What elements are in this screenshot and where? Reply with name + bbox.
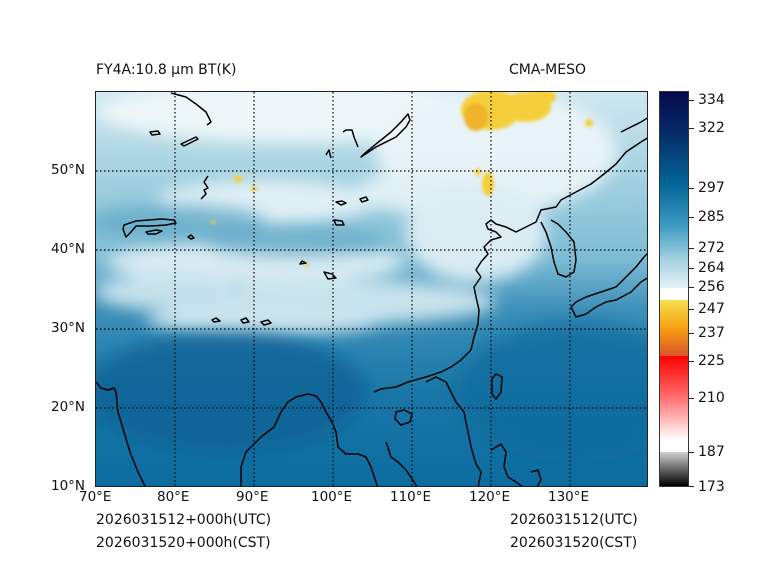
colorbar-tick xyxy=(689,217,694,218)
colorbar-tick xyxy=(689,128,694,129)
colorbar-tick xyxy=(689,398,694,399)
lon-label-120e: 120°E xyxy=(469,489,511,505)
lon-label-80e: 80°E xyxy=(157,489,190,505)
lon-label-70e: 70°E xyxy=(79,489,112,505)
brightness-temperature-map xyxy=(95,91,648,487)
lat-label-40n: 40°N xyxy=(51,241,86,257)
colorbar-label-237: 237 xyxy=(698,325,725,341)
colorbar-tick xyxy=(689,361,694,362)
product-title: FY4A:10.8 µm BT(K) xyxy=(96,62,237,78)
colorbar-tick xyxy=(689,333,694,334)
colorbar-tick xyxy=(689,486,694,487)
lon-label-90e: 90°E xyxy=(236,489,269,505)
colorbar-label-173: 173 xyxy=(698,479,725,495)
colorbar-tick xyxy=(689,268,694,269)
lat-label-10n: 10°N xyxy=(51,478,86,494)
lon-label-130e: 130°E xyxy=(548,489,590,505)
colorbar-label-247: 247 xyxy=(698,301,725,317)
colorbar-tick xyxy=(689,248,694,249)
model-title: CMA-MESO xyxy=(509,62,587,78)
lon-label-110e: 110°E xyxy=(390,489,432,505)
init-time-cst: 2026031520(CST) xyxy=(510,535,638,551)
colorbar-label-210: 210 xyxy=(698,390,725,406)
lon-label-100e: 100°E xyxy=(311,489,353,505)
forecast-time-cst: 2026031520+000h(CST) xyxy=(96,535,271,551)
colorbar-tick xyxy=(689,309,694,310)
colorbar-label-272: 272 xyxy=(698,240,725,256)
forecast-time-utc: 2026031512+000h(UTC) xyxy=(96,512,272,528)
lat-label-50n: 50°N xyxy=(51,162,86,178)
lat-label-20n: 20°N xyxy=(51,399,86,415)
colorbar-tick xyxy=(689,287,694,288)
colorbar-label-256: 256 xyxy=(698,279,725,295)
colorbar-tick xyxy=(689,452,694,453)
colorbar-tick xyxy=(689,188,694,189)
colorbar-label-322: 322 xyxy=(698,120,725,136)
colorbar-label-187: 187 xyxy=(698,444,725,460)
colorbar-label-264: 264 xyxy=(698,260,725,276)
colorbar-label-285: 285 xyxy=(698,209,725,225)
colorbar-label-297: 297 xyxy=(698,180,725,196)
init-time-utc: 2026031512(UTC) xyxy=(510,512,638,528)
colorbar xyxy=(659,91,689,487)
colorbar-label-334: 334 xyxy=(698,92,725,108)
lat-label-30n: 30°N xyxy=(51,320,86,336)
colorbar-label-225: 225 xyxy=(698,353,725,369)
colorbar-tick xyxy=(689,100,694,101)
